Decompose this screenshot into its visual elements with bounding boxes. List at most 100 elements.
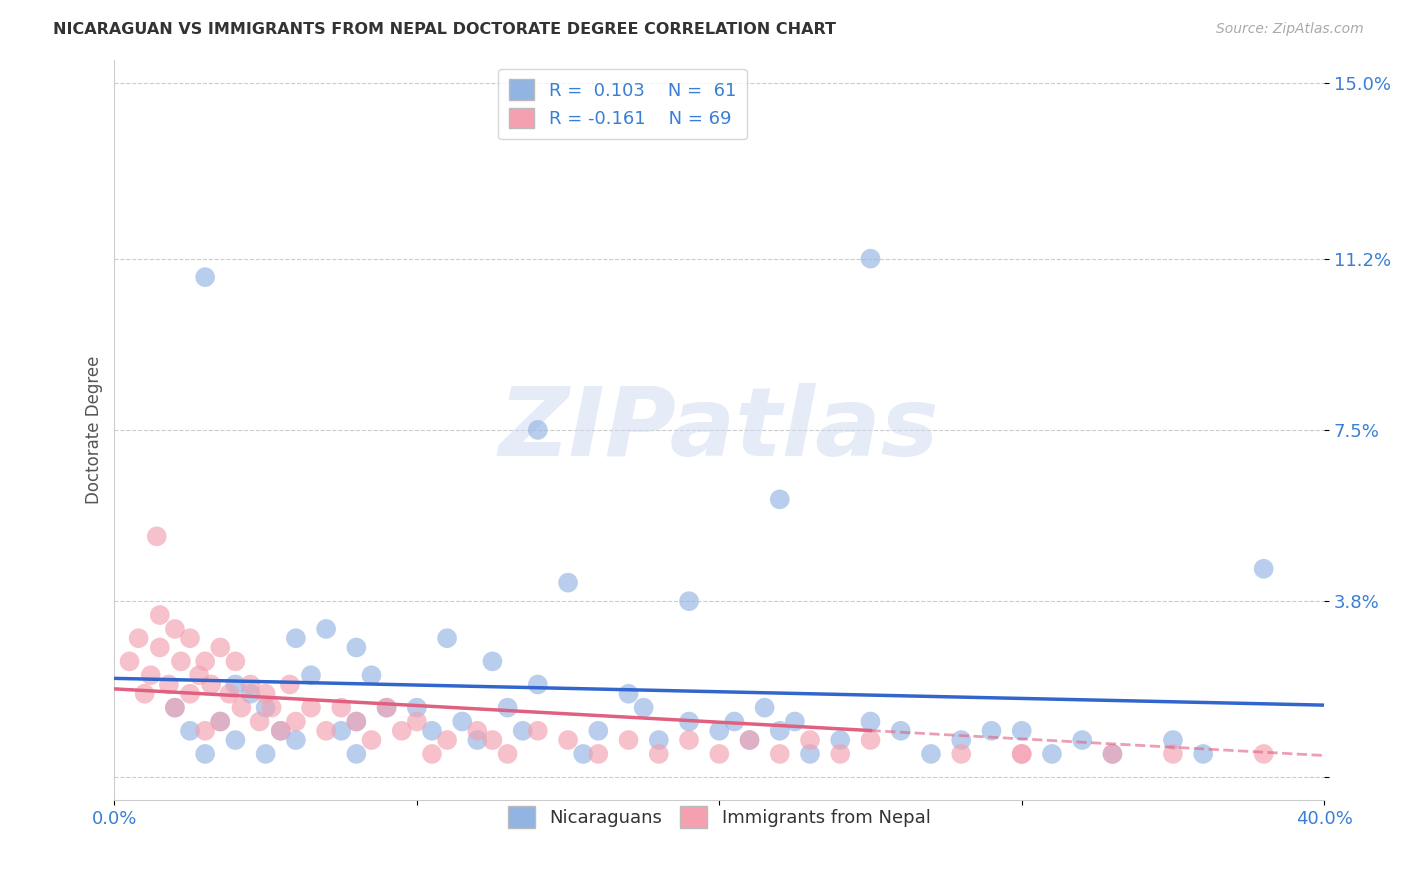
Point xyxy=(391,723,413,738)
Point xyxy=(139,668,162,682)
Point xyxy=(179,687,201,701)
Point xyxy=(950,747,973,761)
Point xyxy=(648,733,671,747)
Point xyxy=(344,747,367,761)
Point xyxy=(465,733,488,747)
Point xyxy=(799,747,821,761)
Point xyxy=(420,723,443,738)
Point xyxy=(194,747,217,761)
Point xyxy=(375,700,398,714)
Point xyxy=(678,733,700,747)
Point xyxy=(527,423,550,437)
Legend: Nicaraguans, Immigrants from Nepal: Nicaraguans, Immigrants from Nepal xyxy=(501,799,938,836)
Point xyxy=(633,700,655,714)
Point xyxy=(617,687,640,701)
Point xyxy=(709,723,731,738)
Point xyxy=(557,733,579,747)
Point xyxy=(315,723,337,738)
Point xyxy=(157,677,180,691)
Point xyxy=(209,640,232,655)
Point xyxy=(224,733,246,747)
Point xyxy=(738,733,761,747)
Point xyxy=(284,733,307,747)
Point xyxy=(1253,562,1275,576)
Point xyxy=(1011,747,1033,761)
Point xyxy=(194,270,217,285)
Point xyxy=(527,677,550,691)
Point xyxy=(1101,747,1123,761)
Point xyxy=(224,677,246,691)
Point xyxy=(163,700,186,714)
Point xyxy=(188,668,211,682)
Point xyxy=(330,723,353,738)
Point xyxy=(950,733,973,747)
Point xyxy=(1011,747,1033,761)
Point xyxy=(799,733,821,747)
Point xyxy=(344,714,367,729)
Point xyxy=(783,714,806,729)
Point xyxy=(481,654,503,668)
Text: Source: ZipAtlas.com: Source: ZipAtlas.com xyxy=(1216,22,1364,37)
Point xyxy=(451,714,474,729)
Point xyxy=(209,714,232,729)
Point xyxy=(224,654,246,668)
Point xyxy=(239,677,262,691)
Point xyxy=(1253,747,1275,761)
Point xyxy=(260,700,283,714)
Point xyxy=(170,654,193,668)
Point xyxy=(769,747,792,761)
Point xyxy=(1101,747,1123,761)
Point xyxy=(920,747,942,761)
Point xyxy=(344,714,367,729)
Point xyxy=(588,723,610,738)
Point xyxy=(723,714,745,729)
Point xyxy=(270,723,292,738)
Point xyxy=(830,747,852,761)
Point xyxy=(1040,747,1063,761)
Point xyxy=(436,733,458,747)
Point xyxy=(617,733,640,747)
Point xyxy=(557,575,579,590)
Point xyxy=(360,668,382,682)
Point xyxy=(465,723,488,738)
Point xyxy=(648,747,671,761)
Point xyxy=(890,723,912,738)
Point xyxy=(163,622,186,636)
Point xyxy=(738,733,761,747)
Point xyxy=(527,723,550,738)
Point xyxy=(830,733,852,747)
Point xyxy=(209,714,232,729)
Point xyxy=(179,723,201,738)
Point xyxy=(859,733,882,747)
Point xyxy=(512,723,534,738)
Point xyxy=(254,700,277,714)
Point xyxy=(436,631,458,645)
Point xyxy=(179,631,201,645)
Point xyxy=(145,529,167,543)
Point xyxy=(678,594,700,608)
Point xyxy=(254,687,277,701)
Point xyxy=(330,700,353,714)
Point xyxy=(194,723,217,738)
Point xyxy=(980,723,1002,738)
Point xyxy=(163,700,186,714)
Point xyxy=(149,608,172,623)
Point xyxy=(249,714,271,729)
Point xyxy=(194,654,217,668)
Point xyxy=(254,747,277,761)
Point xyxy=(420,747,443,761)
Point xyxy=(149,640,172,655)
Point xyxy=(1161,747,1184,761)
Point xyxy=(239,687,262,701)
Point xyxy=(678,714,700,729)
Point xyxy=(405,714,427,729)
Point xyxy=(134,687,156,701)
Text: NICARAGUAN VS IMMIGRANTS FROM NEPAL DOCTORATE DEGREE CORRELATION CHART: NICARAGUAN VS IMMIGRANTS FROM NEPAL DOCT… xyxy=(53,22,837,37)
Point xyxy=(769,492,792,507)
Point xyxy=(859,714,882,729)
Point xyxy=(270,723,292,738)
Point xyxy=(218,687,240,701)
Point xyxy=(128,631,150,645)
Point xyxy=(1192,747,1215,761)
Point xyxy=(769,723,792,738)
